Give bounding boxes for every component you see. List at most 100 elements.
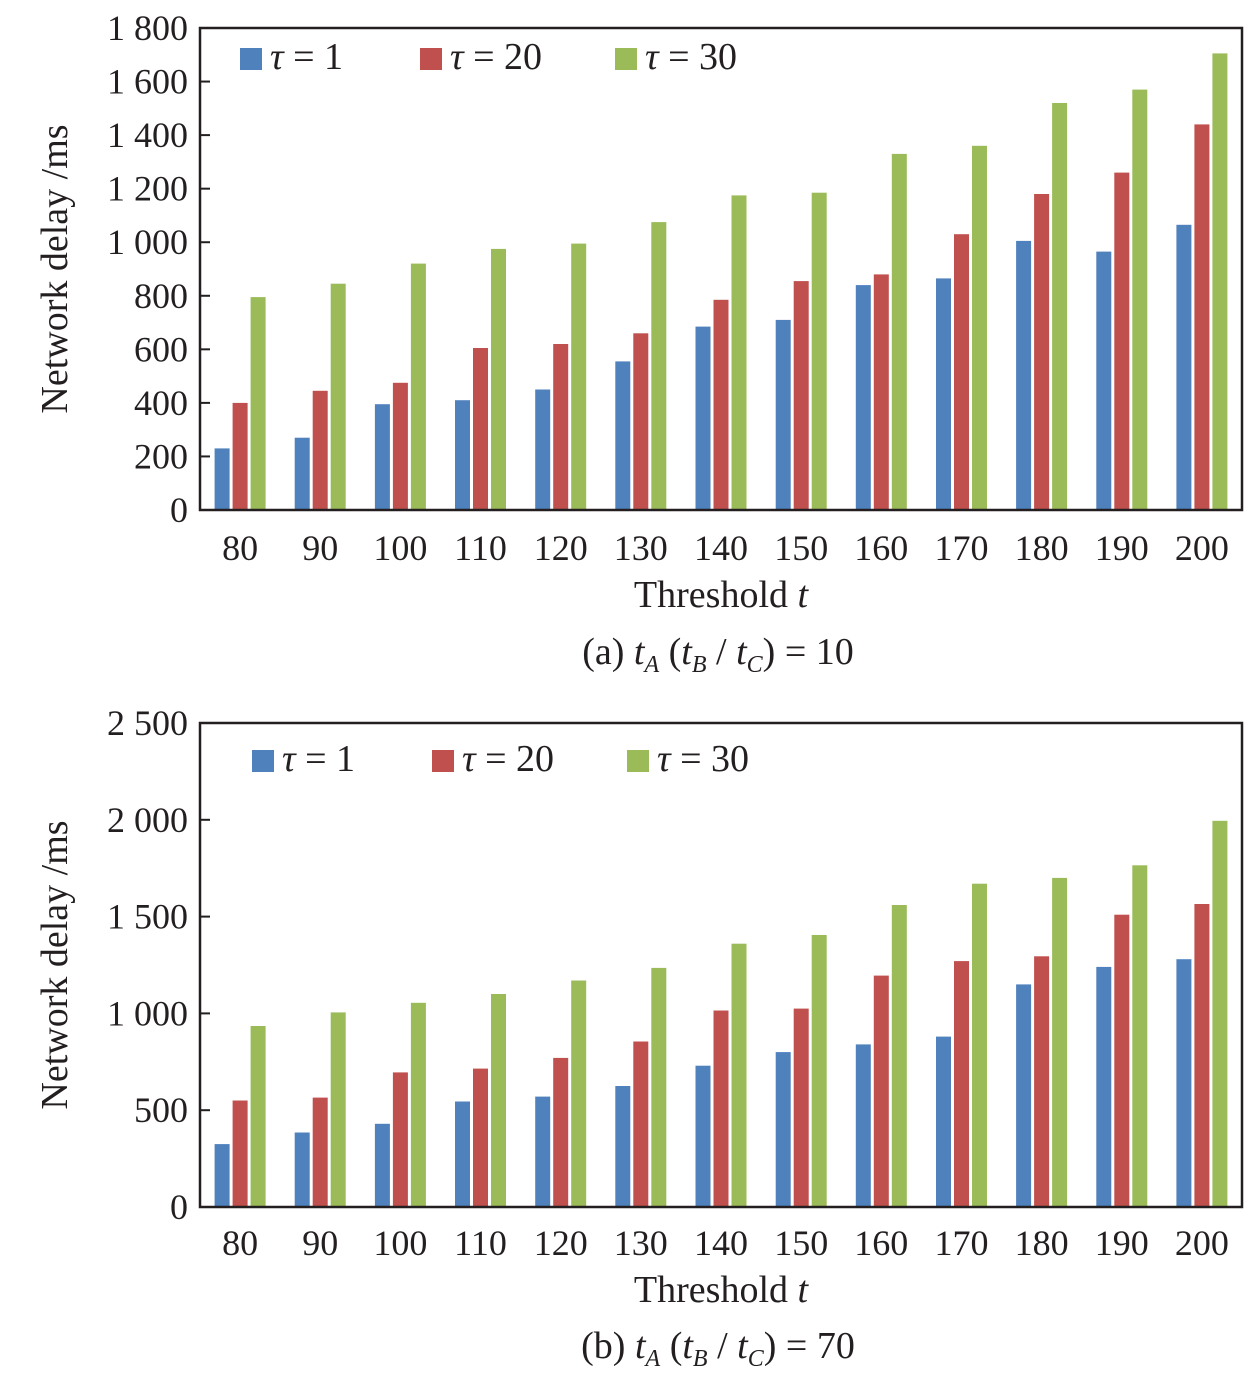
bar-a-s2-110 [473,348,488,510]
x-tick-label-b: 100 [373,1223,427,1263]
x-tick-label-a: 110 [454,528,507,568]
bar-b-s1-150 [775,1052,791,1207]
bar-a-s3-100 [410,263,426,510]
bar-a-s1-140 [695,326,711,510]
bar-a-s3-200 [1212,53,1228,511]
bar-b-s3-100 [410,1002,426,1207]
bar-a-s2-160 [873,274,889,510]
bar-a-s3-90 [330,283,346,510]
bar-b-s2-150 [793,1008,809,1207]
x-tick-label-b: 150 [774,1223,828,1263]
x-tick-label-a: 130 [614,528,668,568]
bar-a-s1-130 [615,361,631,510]
bar-a-s3-170 [972,145,987,511]
bar-b-s3-170 [972,883,987,1207]
y-tick-label-a: 400 [134,383,188,423]
bar-a-s1-90 [294,437,310,510]
bar-b-s3-190 [1132,865,1148,1207]
bar-b-s3-180 [1052,877,1068,1207]
bar-b-s2-90 [312,1097,328,1207]
bar-a-s1-170 [936,278,951,510]
y-tick-label-b: 500 [134,1090,188,1130]
x-tick-label-a: 90 [302,528,338,568]
bar-b-s1-90 [294,1132,310,1207]
bar-a-s2-200 [1194,124,1210,511]
bar-a-s2-150 [793,281,809,510]
chart-panel-b: 0 500 1 000 1 500 2 000 2 500 80 90 100 110 120 130… [0,695,1260,1383]
bar-a-s1-180 [1016,240,1032,510]
chart-a-svg: 0 200 400 600 800 1 000 1 200 1 400 1 600 1 800 80… [34,8,1244,678]
x-tick-label-a: 200 [1175,528,1229,568]
bar-b-s2-200 [1194,904,1210,1207]
bar-b-s2-170 [954,961,969,1207]
x-tick-label-a: 190 [1095,528,1149,568]
x-tick-label-a: 170 [935,528,989,568]
bar-a-s1-110 [455,400,470,510]
x-tick-label-b: 110 [454,1223,507,1263]
y-tick-label-b: 2 500 [107,703,188,743]
bar-b-s1-80 [214,1144,230,1207]
y-axis-label-a: Network delay /ms [34,124,76,413]
y-tick-label-b: 2 000 [107,800,188,840]
y-axis-label-b: Network delay /ms [34,820,76,1109]
x-tick-label-a: 140 [694,528,748,568]
caption-a: (a) tA (tB / tC) = 10 [582,631,854,678]
bar-a-s1-160 [855,285,871,510]
x-tick-label-a: 100 [373,528,427,568]
bars-b [214,820,1228,1207]
bar-a-s3-80 [250,297,266,510]
y-tick-label-b: 1 000 [107,993,188,1033]
bar-a-s2-170 [954,234,969,510]
x-tick-label-b: 200 [1175,1223,1229,1263]
bar-a-s1-200 [1176,224,1192,511]
bar-b-s3-120 [571,980,587,1207]
x-tick-label-b: 120 [534,1223,588,1263]
legend-label-b-1: τ = 1 [282,738,355,780]
chart-b-svg: 0 500 1 000 1 500 2 000 2 500 80 90 100 110 120 130… [34,703,1244,1372]
bar-a-s2-90 [312,390,328,510]
bar-b-s1-180 [1016,984,1032,1207]
x-tick-label-a: 120 [534,528,588,568]
legend-swatch-b-2 [432,750,454,772]
x-tick-label-b: 80 [222,1223,258,1263]
bar-b-s3-90 [330,1012,346,1207]
bar-b-s1-110 [455,1101,470,1207]
legend-swatch-b-1 [252,750,274,772]
legend-label-a-2: τ = 20 [450,36,542,78]
bar-b-s2-120 [553,1057,569,1207]
x-tick-label-b: 170 [935,1223,989,1263]
x-tick-label-a: 80 [222,528,258,568]
bar-a-s3-110 [491,248,506,510]
y-tick-label-a: 600 [134,329,188,369]
chart-panel-a: 0 200 400 600 800 1 000 1 200 1 400 1 600 1 800 80… [0,0,1260,690]
y-tick-label-a: 1 800 [107,8,188,48]
x-tick-label-a: 180 [1015,528,1069,568]
legend-a: τ = 1 τ = 20 τ = 30 [240,36,737,78]
bar-a-s3-120 [571,243,587,510]
bar-b-s3-80 [250,1026,266,1207]
y-tick-label-a: 1 200 [107,169,188,209]
x-tick-label-b: 190 [1095,1223,1149,1263]
bar-b-s1-120 [535,1096,551,1207]
legend-label-a-3: τ = 30 [645,36,737,78]
legend-label-b-2: τ = 20 [462,738,554,780]
bar-b-s1-170 [936,1036,951,1207]
bar-b-s1-130 [615,1086,631,1207]
y-tick-label-a: 1 000 [107,222,188,262]
bar-a-s1-190 [1096,251,1112,510]
bar-a-s1-120 [535,389,551,510]
bar-a-s2-190 [1114,172,1130,510]
legend-swatch-a-2 [420,48,442,70]
y-tick-label-a: 0 [170,490,188,530]
bar-b-s2-190 [1114,914,1130,1207]
bar-b-s1-160 [855,1044,871,1207]
plot-frame-b [198,721,1244,1209]
y-tick-label-b: 0 [170,1187,188,1227]
bar-b-s2-140 [713,1010,729,1207]
x-tick-label-b: 90 [302,1223,338,1263]
bar-b-s3-160 [891,905,907,1207]
y-tick-label-a: 1 600 [107,62,188,102]
bar-b-s2-110 [473,1068,488,1207]
bars-a [214,53,1228,511]
bar-a-s1-100 [374,404,390,510]
